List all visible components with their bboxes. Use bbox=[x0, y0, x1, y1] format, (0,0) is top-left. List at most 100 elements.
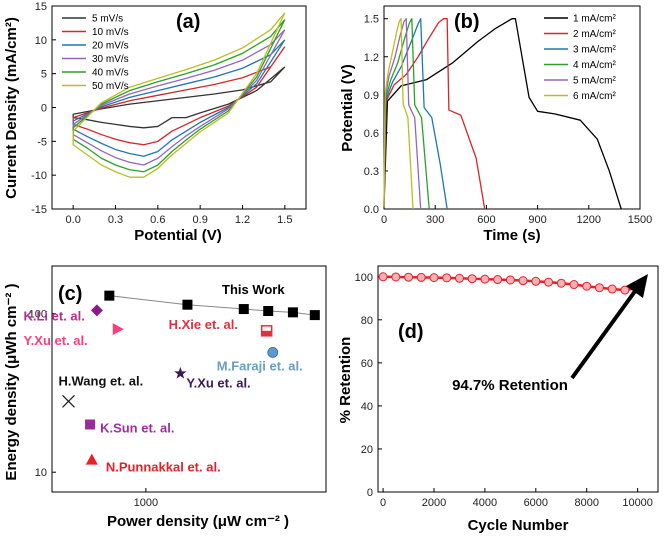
retention-point bbox=[620, 285, 630, 295]
retention-arrow-shaft bbox=[570, 281, 643, 380]
panel-a-label: (a) bbox=[176, 11, 200, 33]
ref-point-x bbox=[62, 394, 75, 408]
retention-point bbox=[493, 275, 503, 285]
y-tick-label: 0.6 bbox=[364, 128, 379, 140]
retention-point bbox=[454, 273, 464, 283]
retention-point bbox=[480, 274, 490, 284]
y-tick-label: 0.3 bbox=[364, 166, 379, 178]
ref-point-diamond bbox=[90, 304, 103, 317]
ref-point-star bbox=[174, 366, 187, 379]
this-work-point bbox=[182, 299, 193, 310]
x-tick-label: 0.6 bbox=[150, 214, 165, 226]
y-tick-label: 1.2 bbox=[364, 52, 379, 64]
retention-point bbox=[404, 272, 414, 282]
retention-point bbox=[505, 275, 515, 285]
gcd-curve bbox=[383, 18, 414, 210]
legend-label: 50 mV/s bbox=[92, 81, 129, 92]
retention-arrow-head bbox=[626, 274, 648, 298]
panel-b-xlabel: Time (s) bbox=[483, 227, 540, 244]
y-tick-label: 80 bbox=[361, 315, 373, 327]
y-tick-label: 60 bbox=[361, 358, 373, 370]
x-tick-label: 0.3 bbox=[108, 214, 123, 226]
cv-curve bbox=[72, 12, 286, 178]
panel-d-frame bbox=[377, 265, 659, 493]
this-work-point bbox=[104, 290, 115, 301]
x-tick-label: 0.0 bbox=[66, 214, 81, 226]
y-tick-label: -5 bbox=[37, 136, 47, 148]
panel-c-label: (c) bbox=[58, 283, 82, 305]
y-tick-label: 20 bbox=[361, 444, 373, 456]
legend-label: 5 mA/cm² bbox=[573, 76, 616, 87]
panel-d-label: (d) bbox=[398, 321, 424, 343]
gcd-curve bbox=[383, 18, 422, 210]
cv-curve bbox=[72, 46, 286, 146]
x-tick-label: 0.9 bbox=[193, 214, 208, 226]
panel-b-label: (b) bbox=[454, 11, 480, 33]
ref-point-triangle bbox=[85, 453, 98, 465]
retention-point bbox=[531, 276, 541, 286]
ref-point-square-fill bbox=[261, 330, 272, 336]
y-tick-label: -10 bbox=[31, 170, 47, 182]
legend-label: 30 mV/s bbox=[92, 54, 129, 65]
retention-point bbox=[378, 272, 388, 282]
retention-point bbox=[607, 284, 617, 294]
ref-label: Y.Xu et. al. bbox=[186, 375, 250, 390]
y-tick-label: 0 bbox=[367, 487, 373, 499]
panel-c-ylabel: Energy density (μWh cm⁻² ) bbox=[3, 283, 20, 480]
legend-label: 10 mV/s bbox=[92, 27, 129, 38]
x-tick-label: 1200 bbox=[577, 214, 601, 226]
ref-point-triangle-right bbox=[112, 323, 124, 336]
cv-curve bbox=[72, 29, 286, 166]
x-tick-label: 4000 bbox=[473, 497, 497, 509]
x-tick-label: 900 bbox=[528, 214, 546, 226]
this-work-point bbox=[287, 307, 298, 318]
retention-point bbox=[416, 272, 426, 282]
ref-label: H.Xie et. al. bbox=[169, 317, 238, 332]
y-tick-label: 10 bbox=[35, 35, 47, 47]
y-tick-label: 0.9 bbox=[364, 90, 379, 102]
retention-point bbox=[556, 278, 566, 288]
panel-b-frame bbox=[383, 5, 641, 210]
x-tick-label: 6000 bbox=[524, 497, 548, 509]
retention-annotation: 94.7% Retention bbox=[452, 377, 568, 394]
retention-point bbox=[518, 276, 528, 286]
ref-point-square bbox=[85, 419, 96, 430]
retention-point bbox=[391, 272, 401, 282]
retention-point bbox=[582, 281, 592, 291]
x-tick-label: 0 bbox=[380, 497, 386, 509]
ref-label: K.Sun et. al. bbox=[100, 420, 174, 435]
gcd-curve bbox=[383, 18, 448, 210]
panel-b-ylabel: Potential (V) bbox=[339, 64, 356, 152]
panel-a-ylabel: Current Density (mA/cm²) bbox=[3, 17, 20, 199]
x-tick-label: 600 bbox=[477, 214, 495, 226]
x-tick-label: 10000 bbox=[622, 497, 653, 509]
panel-d-retention: 0 2000 4000 6000 8000 10000 0 20 40 60 80 100 (d) 9… bbox=[337, 265, 659, 534]
ref-label: M.Faraji et. al. bbox=[217, 358, 303, 373]
y-tick-label: 15 bbox=[35, 1, 47, 13]
panel-d-ylabel: % Retention bbox=[337, 337, 354, 424]
panel-a-xlabel: Potential (V) bbox=[134, 227, 222, 244]
y-tick-label: 100 bbox=[29, 309, 47, 321]
y-tick-label: 100 bbox=[355, 272, 373, 284]
x-tick-label: 1.5 bbox=[277, 214, 292, 226]
legend-label: 40 mV/s bbox=[92, 68, 129, 79]
panel-d-xlabel: Cycle Number bbox=[468, 517, 569, 534]
this-work-point bbox=[238, 304, 249, 315]
legend-label: 1 mA/cm² bbox=[573, 14, 616, 25]
retention-point bbox=[467, 274, 477, 284]
cv-curve bbox=[72, 66, 286, 129]
legend-label: 6 mA/cm² bbox=[573, 91, 616, 102]
this-work-point bbox=[309, 310, 320, 321]
y-tick-label: -15 bbox=[31, 204, 47, 216]
x-tick-label: 300 bbox=[426, 214, 444, 226]
panel-a-cv-curves: 0.0 0.3 0.6 0.9 1.2 1.5 -15 -10 -5 0 5 10 15 5 mV/s 1… bbox=[3, 1, 307, 244]
legend-label: 4 mA/cm² bbox=[573, 60, 616, 71]
ref-label: Y.Xu et. al. bbox=[23, 333, 87, 348]
ref-label: N.Punnakkal et. al. bbox=[106, 460, 221, 475]
cv-curve bbox=[72, 39, 286, 157]
x-tick-label: 0 bbox=[381, 214, 387, 226]
legend-label: 20 mV/s bbox=[92, 41, 129, 52]
retention-point bbox=[569, 280, 579, 290]
panel-c-ragone-plot: 1000 10 100 K.Li et. al. H.Xie et. al. Y.Xu … bbox=[3, 265, 327, 530]
